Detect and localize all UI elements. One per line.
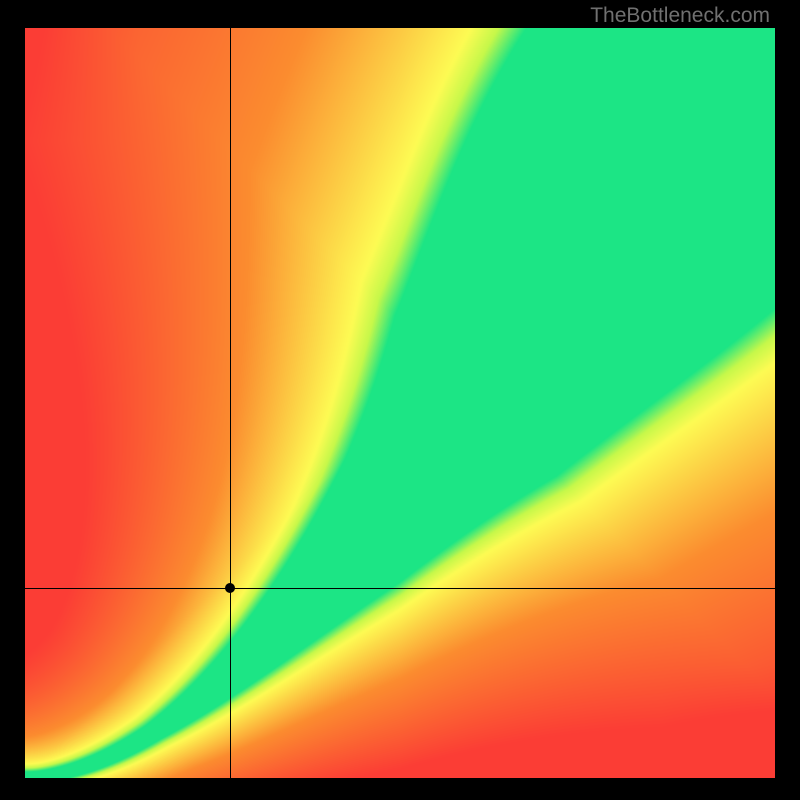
data-point-marker (225, 583, 235, 593)
crosshair-vertical (230, 28, 231, 778)
heatmap-plot (25, 28, 775, 778)
crosshair-horizontal (25, 588, 775, 589)
heatmap-canvas (25, 28, 775, 778)
watermark-text: TheBottleneck.com (590, 4, 770, 28)
